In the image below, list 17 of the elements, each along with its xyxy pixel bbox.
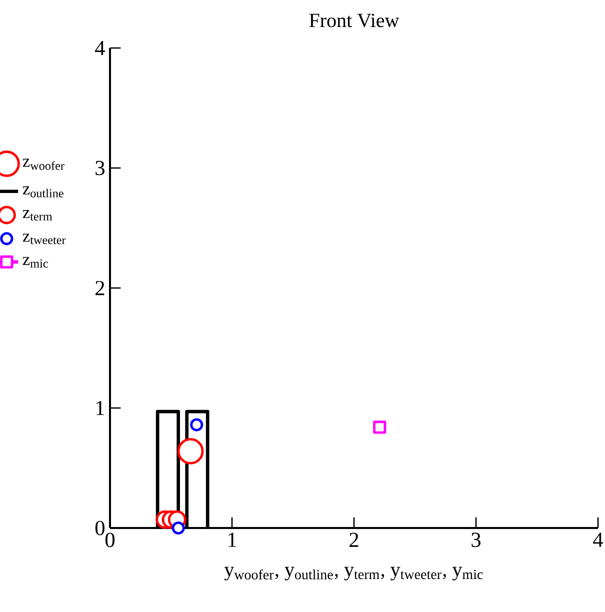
- y-tick-label: 4: [95, 40, 105, 56]
- x-tick-label: 3: [472, 532, 480, 548]
- text: y$_{woofer}$, y$_{outline}$, y$_{term}$, y$_{tweeter}$, y$_{mic}$: [224, 566, 483, 580]
- y-tick-label: 1: [96, 400, 104, 416]
- y-tick-label: 0: [95, 520, 104, 536]
- y-tick-label: 2: [96, 280, 104, 296]
- x-tick-label: 0: [105, 532, 115, 548]
- legend-label: z$_{tweeter}$: [22, 234, 66, 244]
- legend-label: z$_{mic}$: [22, 256, 48, 268]
- x-tick-label: 4: [593, 532, 603, 547]
- legend-label: z$_{woofer}$: [22, 158, 64, 170]
- legend-label: z$_{term}$: [22, 210, 52, 221]
- x-tick-label: 1: [228, 532, 236, 547]
- chart-title: Front View: [309, 14, 400, 28]
- legend-label: z$_{outline}$: [22, 186, 64, 198]
- y-tick-label: 3: [96, 160, 104, 176]
- x-tick-label: 2: [350, 532, 358, 547]
